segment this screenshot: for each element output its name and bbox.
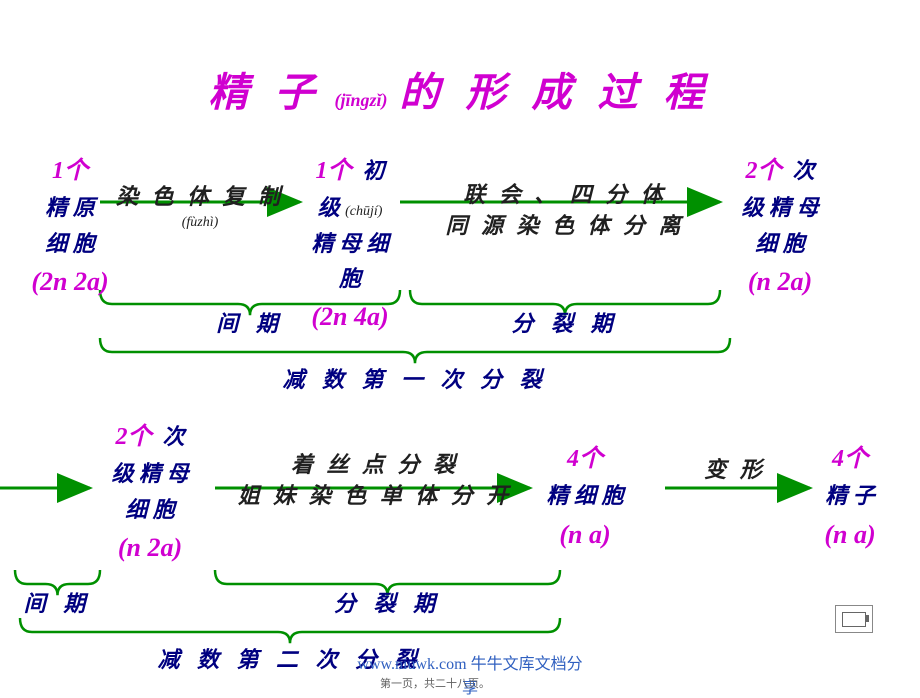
node-n3: 2个 次级 精 母细 胞(n 2a) (710, 152, 850, 302)
arrow-label-2: 着 丝 点 分 裂姐 妹 染 色 单 体 分 开 (225, 450, 525, 512)
page-title: 精 子 (jīngzǐ) 的 形 成 过 程 (0, 60, 920, 118)
node-n5: 4个精 细 胞(n a) (520, 440, 650, 555)
brace-label-2: 减 数 第 一 次 分 裂 (215, 362, 615, 394)
node-n4: 2个 次级 精 母细 胞(n 2a) (80, 418, 220, 568)
arrow-label-0: 染 色 体 复 制(fùzhì) (100, 182, 300, 232)
arrow-label-1: 联 会 、 四 分 体同 源 染 色 体 分 离 (420, 180, 710, 242)
arrow-label-3: 变 形 (675, 455, 795, 486)
video-icon (835, 605, 873, 633)
brace-label-1: 分 裂 期 (410, 306, 720, 338)
brace-label-0: 间 期 (100, 306, 400, 338)
brace-label-3: 间 期 (15, 586, 100, 618)
brace-label-4: 分 裂 期 (215, 586, 560, 618)
node-n6: 4个精 子(n a) (790, 440, 910, 555)
